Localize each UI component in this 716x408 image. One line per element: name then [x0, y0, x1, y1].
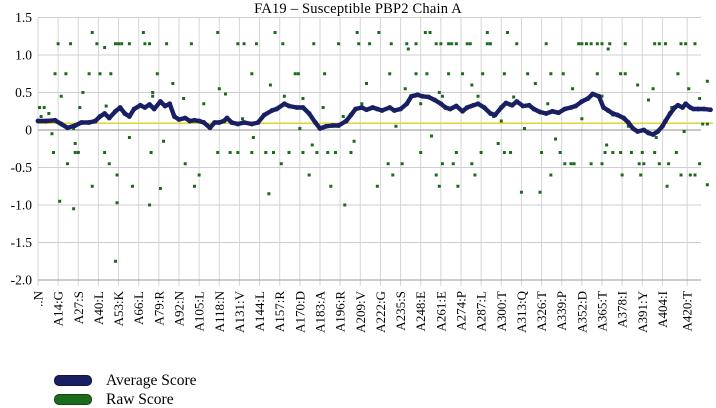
y-gridlines: [38, 17, 701, 281]
svg-text:0: 0: [25, 123, 32, 138]
svg-text:A209:V: A209:V: [353, 290, 368, 333]
svg-text:A300:T: A300:T: [494, 291, 509, 332]
svg-text:-0.5: -0.5: [11, 160, 33, 175]
svg-text:A40:L: A40:L: [91, 291, 106, 325]
svg-text:A420:T: A420:T: [680, 291, 695, 332]
svg-text:A378:I: A378:I: [615, 291, 630, 328]
svg-text:A170:D: A170:D: [292, 291, 307, 333]
svg-text:A287:L: A287:L: [474, 291, 489, 332]
legend-swatch-raw-score: [54, 394, 92, 405]
svg-text:A313:Q: A313:Q: [514, 290, 529, 333]
svg-text:A157:R: A157:R: [272, 291, 287, 333]
svg-text:A105:L: A105:L: [192, 291, 207, 332]
x-gridlines: [37, 17, 688, 286]
raw-score-points: [38, 31, 709, 263]
svg-text:A118:N: A118:N: [212, 290, 227, 332]
svg-text:-1.0: -1.0: [11, 198, 33, 213]
svg-text:A27:S: A27:S: [71, 291, 86, 324]
svg-text:A248:E: A248:E: [413, 291, 428, 332]
svg-text:1.0: 1.0: [15, 48, 32, 63]
y-axis-labels: 1.5 1.0 0.5 0 -0.5 -1.0 -1.5 -2.0: [11, 10, 33, 288]
svg-text:A352:D: A352:D: [574, 291, 589, 333]
legend-label-average-score: Average Score: [106, 372, 197, 389]
svg-text:1.5: 1.5: [15, 10, 32, 25]
svg-text:A235:S: A235:S: [393, 291, 408, 331]
svg-text:A261:E: A261:E: [433, 291, 448, 332]
svg-text:A92:N: A92:N: [171, 290, 186, 326]
svg-text:A183:A: A183:A: [312, 290, 327, 333]
svg-text:A53:K: A53:K: [111, 290, 126, 326]
chart-title: FA19 – Susceptible PBP2 Chain A: [254, 1, 462, 17]
legend-item-average-score: Average Score: [54, 371, 197, 390]
svg-text:A274:P: A274:P: [453, 291, 468, 331]
svg-text:A339:P: A339:P: [554, 291, 569, 331]
legend-item-raw-score: Raw Score: [54, 390, 197, 408]
x-axis-labels: ..N A14:G A27:S A40:L A53:K A66:L A79:R A92:N A1…: [31, 290, 695, 333]
svg-text:0.5: 0.5: [15, 85, 32, 100]
svg-text:A144:L: A144:L: [252, 291, 267, 332]
svg-text:A404:I: A404:I: [655, 291, 670, 328]
legend-swatch-average-score: [54, 375, 92, 386]
svg-text:-2.0: -2.0: [11, 273, 33, 288]
legend-label-raw-score: Raw Score: [106, 391, 174, 408]
svg-text:A196:R: A196:R: [333, 291, 348, 333]
svg-text:-1.5: -1.5: [11, 235, 33, 250]
svg-text:A131:V: A131:V: [232, 290, 247, 333]
svg-text:A391:Y: A391:Y: [635, 290, 650, 333]
svg-text:A222:G: A222:G: [373, 291, 388, 333]
svg-text:A66:L: A66:L: [131, 291, 146, 325]
legend: Average Score Raw Score: [54, 371, 197, 408]
svg-text:..N: ..N: [31, 290, 46, 307]
average-score-line: [35, 91, 713, 137]
svg-text:A326:T: A326:T: [534, 291, 549, 332]
svg-text:A79:R: A79:R: [151, 291, 166, 326]
svg-text:A14:G: A14:G: [51, 291, 66, 326]
svg-text:A365:T: A365:T: [594, 291, 609, 332]
